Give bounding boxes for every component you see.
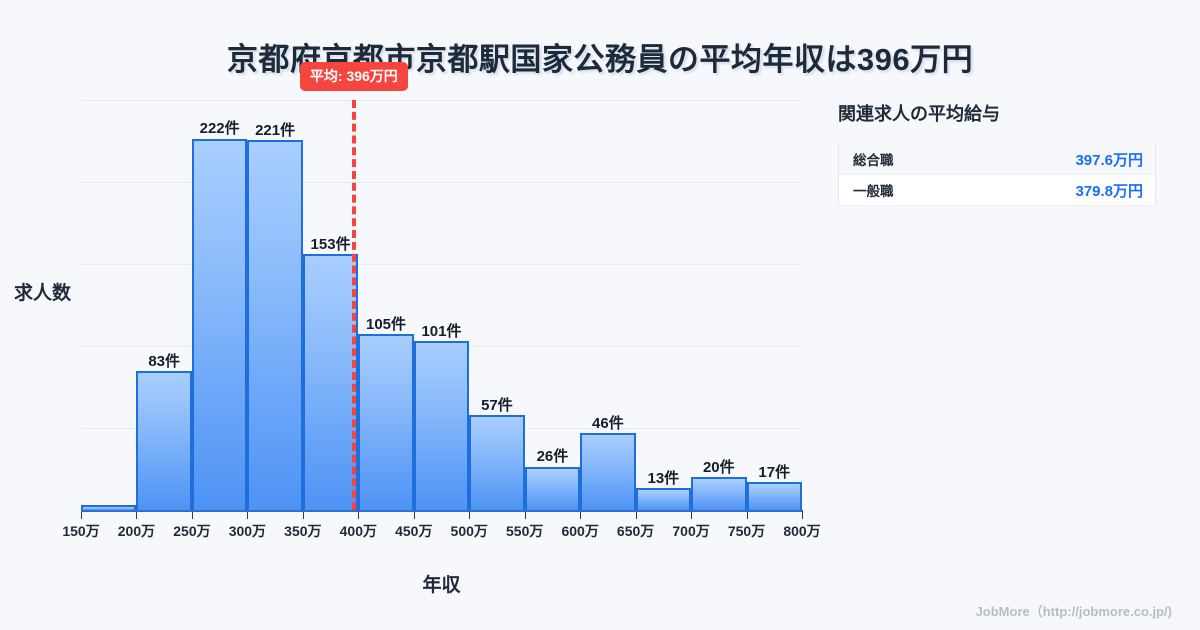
related-salary-table: 総合職 397.6万円一般職 379.8万円: [838, 144, 1156, 206]
bar: [358, 334, 414, 510]
related-salary-heading: 関連求人の平均給与: [838, 104, 1000, 124]
x-tick-label: 200万: [117, 523, 156, 539]
average-line: [351, 100, 356, 510]
x-tick: [358, 510, 360, 519]
bar: [746, 481, 802, 510]
x-tick-label: 250万: [173, 523, 211, 539]
x-tick: [802, 510, 803, 519]
bar-value-label: 13件: [647, 470, 680, 488]
bar: [247, 140, 303, 510]
x-tick: [302, 510, 304, 519]
bar-value-label: 153件: [310, 235, 351, 253]
x-tick-label: 150万: [62, 523, 100, 539]
bar: [691, 476, 747, 510]
bar: [81, 504, 137, 510]
x-tick-label: 600万: [561, 523, 599, 539]
gridline: [81, 264, 802, 265]
x-tick: [746, 510, 748, 519]
plot-area: 83件 222件 221件 153件 105件 101件 57件 26件 46件 13件 20件 17…: [62, 62, 821, 539]
bar-value-label: 222件: [199, 120, 240, 138]
bar-value-label: 46件: [592, 415, 624, 433]
x-tick-label: 700万: [672, 523, 710, 539]
x-tick-label: 450万: [395, 523, 433, 539]
bar: [191, 138, 248, 510]
x-tick-label: 650万: [616, 523, 655, 539]
table-row: 総合職 397.6万円: [839, 144, 1155, 175]
bar-value-label: 26件: [536, 448, 569, 466]
x-tick: [413, 510, 415, 519]
bar-value-label: 20件: [702, 458, 735, 476]
x-axis-baseline: [81, 510, 802, 512]
bar-value-label: 105件: [366, 316, 407, 334]
table-row-value: 379.8万円: [1075, 182, 1143, 200]
table-row-value: 397.6万円: [1075, 151, 1143, 169]
bar-value-label: 17件: [758, 463, 791, 481]
bar: [302, 253, 359, 510]
bar: [413, 340, 470, 510]
histogram-chart: 求人数 83件 222件 221件 153件 105件 101件 57件 26件 46件 13件 2…: [14, 62, 821, 596]
bar: [524, 466, 581, 510]
x-tick: [191, 510, 193, 519]
x-tick-label: 750万: [727, 523, 766, 539]
x-tick: [136, 510, 138, 519]
x-tick-label: 550万: [506, 523, 544, 539]
x-tick: [524, 510, 526, 519]
x-tick: [691, 510, 693, 519]
table-row: 一般職 379.8万円: [839, 175, 1155, 206]
bar: [469, 414, 525, 510]
gridline: [81, 182, 802, 183]
bar-value-label: 101件: [421, 322, 462, 340]
table-row-label: 総合職: [853, 153, 894, 168]
x-axis-title: 年収: [422, 575, 461, 596]
average-badge: 平均: 396万円: [299, 62, 408, 91]
x-tick-label: 300万: [228, 523, 267, 539]
bar: [580, 433, 636, 510]
x-tick: [247, 510, 249, 519]
bar-value-label: 83件: [148, 353, 181, 371]
gridline: [81, 100, 802, 101]
bar-value-label: 221件: [255, 122, 296, 140]
bar-series: 83件 222件 221件 153件 105件 101件 57件 26件 46件 13件 20件 17…: [81, 100, 802, 510]
x-tick-label: 400万: [339, 523, 377, 539]
bar-value-label: 57件: [481, 396, 513, 414]
bar: [136, 371, 192, 510]
x-tick-label: 500万: [450, 523, 488, 539]
footer-watermark: JobMore（http://jobmore.co.jp/): [975, 604, 1172, 619]
related-salary-panel: 関連求人の平均給与 総合職 397.6万円一般職 379.8万円: [838, 100, 1168, 206]
x-tick: [580, 510, 582, 519]
x-tick-label: 350万: [284, 523, 322, 539]
x-tick: [635, 510, 637, 519]
y-axis-title: 求人数: [14, 283, 72, 304]
bar: [635, 488, 692, 510]
x-tick: [469, 510, 471, 519]
table-row-label: 一般職: [853, 184, 894, 199]
x-tick: [81, 510, 82, 519]
x-tick-label: 800万: [783, 523, 821, 539]
